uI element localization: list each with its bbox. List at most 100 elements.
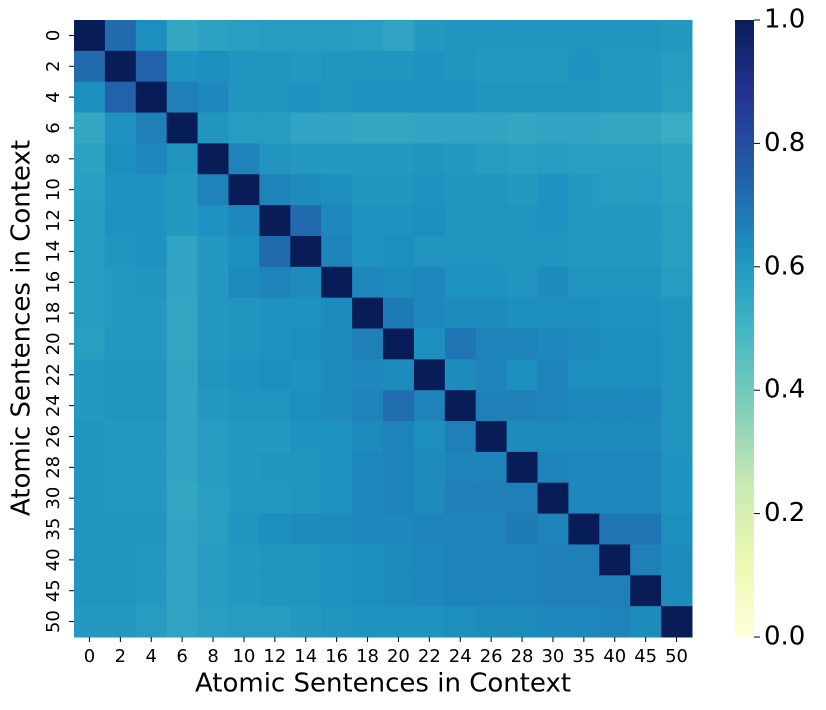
heatmap-cell xyxy=(506,606,538,638)
heatmap-cell xyxy=(352,81,384,114)
heatmap-cell xyxy=(74,575,106,607)
heatmap-cell xyxy=(352,544,384,576)
heatmap-cell xyxy=(630,482,662,515)
heatmap-cell xyxy=(290,575,322,607)
heatmap-cell xyxy=(259,328,291,360)
heatmap-cell xyxy=(259,174,291,206)
heatmap-cell xyxy=(166,575,199,607)
heatmap-cell xyxy=(537,20,569,52)
heatmap-cell xyxy=(568,513,600,545)
x-tick-label: 50 xyxy=(665,646,688,667)
heatmap-cell xyxy=(537,50,569,83)
heatmap-cell xyxy=(568,390,600,422)
y-tick-label: 18 xyxy=(43,302,64,325)
x-tick-label: 14 xyxy=(294,646,317,667)
heatmap-cell xyxy=(352,20,384,52)
heatmap-cell xyxy=(506,50,538,83)
heatmap-cell xyxy=(475,266,508,299)
heatmap-cell xyxy=(444,606,477,638)
heatmap-cell xyxy=(352,328,384,360)
heatmap-cell xyxy=(661,421,693,453)
colorbar-tick-label: 0.6 xyxy=(764,251,805,281)
heatmap-cell xyxy=(383,235,415,268)
heatmap-cell xyxy=(135,81,168,114)
heatmap-cell xyxy=(506,575,538,607)
heatmap-cell xyxy=(352,112,384,144)
heatmap-cell xyxy=(506,513,538,545)
heatmap-cell xyxy=(290,544,322,576)
heatmap-cell xyxy=(475,451,508,484)
y-tick-label: 28 xyxy=(43,456,64,479)
heatmap-cell xyxy=(197,513,229,545)
heatmap-cell xyxy=(599,20,631,52)
heatmap-cell xyxy=(537,359,569,391)
heatmap-cell xyxy=(104,390,137,422)
heatmap-cell xyxy=(352,451,384,484)
heatmap-cell xyxy=(259,482,291,515)
heatmap-cell xyxy=(383,81,415,114)
y-tick-label: 50 xyxy=(43,610,64,633)
heatmap-cell xyxy=(630,143,662,175)
heatmap-cell xyxy=(135,50,168,83)
heatmap-cell xyxy=(599,544,631,576)
heatmap-cell xyxy=(197,575,229,607)
y-tick-label: 0 xyxy=(43,30,64,41)
heatmap-cell xyxy=(413,235,446,268)
heatmap-cell xyxy=(290,266,322,299)
heatmap-cell xyxy=(321,235,353,268)
heatmap-cell xyxy=(290,20,322,52)
heatmap-cell xyxy=(568,575,600,607)
x-tick-label: 8 xyxy=(207,646,218,667)
heatmap-cell xyxy=(321,297,353,329)
heatmap-cell xyxy=(74,266,106,299)
heatmap-cell xyxy=(599,421,631,453)
heatmap-cell xyxy=(74,606,106,638)
heatmap-cell xyxy=(197,390,229,422)
y-axis-label: Atomic Sentences in Context xyxy=(7,140,37,516)
heatmap-cell xyxy=(197,20,229,52)
heatmap-cell xyxy=(537,421,569,453)
heatmap-cell xyxy=(599,297,631,329)
heatmap-cell xyxy=(104,50,137,83)
heatmap-cell xyxy=(444,235,477,268)
heatmap-cell xyxy=(197,421,229,453)
y-tick-label: 30 xyxy=(43,487,64,510)
heatmap-cell xyxy=(599,81,631,114)
heatmap-cell xyxy=(661,297,693,329)
heatmap-cell xyxy=(135,359,168,391)
heatmap-cell xyxy=(383,20,415,52)
heatmap-cell xyxy=(383,390,415,422)
heatmap-cell xyxy=(259,359,291,391)
heatmap-cell xyxy=(228,235,260,268)
heatmap-cell xyxy=(135,451,168,484)
colorbar-tick-label: 1.0 xyxy=(764,5,805,35)
heatmap-cell xyxy=(74,81,106,114)
heatmap-cell xyxy=(630,266,662,299)
heatmap-cell xyxy=(413,143,446,175)
heatmap-cell xyxy=(444,482,477,515)
heatmap-cell xyxy=(321,143,353,175)
y-tick-label: 26 xyxy=(43,425,64,448)
heatmap-cell xyxy=(74,482,106,515)
y-tick-label: 8 xyxy=(43,153,64,164)
heatmap-cell xyxy=(74,143,106,175)
heatmap-cell xyxy=(228,482,260,515)
heatmap-cell xyxy=(630,20,662,52)
heatmap-cell xyxy=(104,606,137,638)
heatmap-cell xyxy=(661,451,693,484)
heatmap-cell xyxy=(383,143,415,175)
heatmap-cell xyxy=(290,297,322,329)
heatmap-cell xyxy=(444,266,477,299)
heatmap-cell xyxy=(228,544,260,576)
heatmap-cell xyxy=(413,328,446,360)
heatmap-cell xyxy=(321,482,353,515)
heatmap-cell xyxy=(135,266,168,299)
heatmap-cell xyxy=(506,297,538,329)
heatmap-cell xyxy=(74,297,106,329)
heatmap-cell xyxy=(104,482,137,515)
heatmap-cell xyxy=(444,421,477,453)
heatmap-cell xyxy=(166,328,199,360)
heatmap-cell xyxy=(383,328,415,360)
heatmap-cell xyxy=(444,390,477,422)
